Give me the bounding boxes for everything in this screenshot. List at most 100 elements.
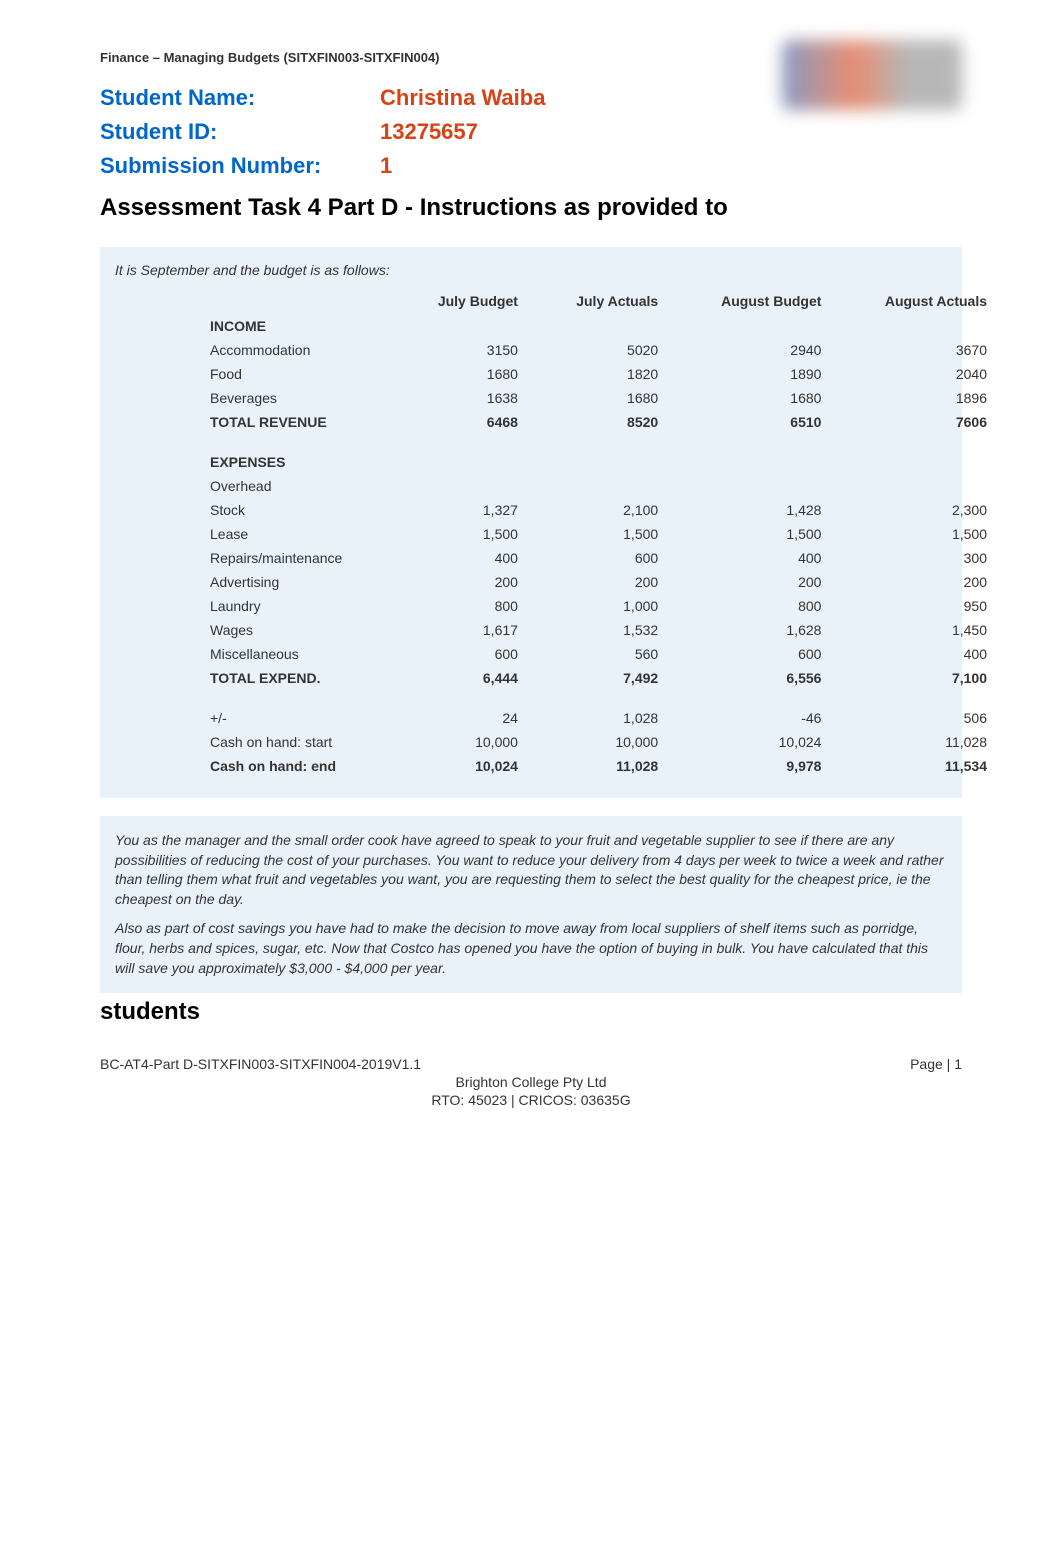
row-label	[195, 690, 395, 706]
row-value	[836, 450, 1002, 474]
table-row: +/-241,028-46506	[195, 706, 1002, 730]
row-value	[395, 450, 533, 474]
footer-doc-id: BC-AT4-Part D-SITXFIN003-SITXFIN004-2019…	[100, 1056, 421, 1072]
row-value: 800	[673, 594, 836, 618]
row-label: Food	[195, 362, 395, 386]
row-value	[533, 450, 673, 474]
row-value: 10,000	[533, 730, 673, 754]
row-value: 10,024	[673, 730, 836, 754]
table-header-row: July Budget July Actuals August Budget A…	[195, 288, 1002, 314]
row-value	[533, 314, 673, 338]
row-value: 1,327	[395, 498, 533, 522]
row-label: Repairs/maintenance	[195, 546, 395, 570]
row-value: 400	[836, 642, 1002, 666]
row-label: Beverages	[195, 386, 395, 410]
students-heading: students	[100, 998, 962, 1026]
submission-number-label: Submission Number:	[100, 153, 380, 179]
table-row: TOTAL REVENUE6468852065107606	[195, 410, 1002, 434]
row-value: 1820	[533, 362, 673, 386]
row-value: 2940	[673, 338, 836, 362]
row-value: 3670	[836, 338, 1002, 362]
row-value: 7,100	[836, 666, 1002, 690]
row-value: 1,428	[673, 498, 836, 522]
table-row: TOTAL EXPEND.6,4447,4926,5567,100	[195, 666, 1002, 690]
row-value	[395, 474, 533, 498]
row-value	[395, 690, 533, 706]
row-value: 200	[395, 570, 533, 594]
row-value	[533, 474, 673, 498]
row-value: 600	[395, 642, 533, 666]
row-value	[673, 690, 836, 706]
footer-company: Brighton College Pty Ltd	[100, 1074, 962, 1090]
table-row: Miscellaneous600560600400	[195, 642, 1002, 666]
row-value: 200	[836, 570, 1002, 594]
table-row: INCOME	[195, 314, 1002, 338]
row-value: 1,617	[395, 618, 533, 642]
submission-number-value: 1	[380, 153, 392, 179]
row-label: Advertising	[195, 570, 395, 594]
table-row: Lease1,5001,5001,5001,500	[195, 522, 1002, 546]
row-value: 9,978	[673, 754, 836, 778]
row-value: 7606	[836, 410, 1002, 434]
row-value: 200	[673, 570, 836, 594]
table-row: Cash on hand: start10,00010,00010,02411,…	[195, 730, 1002, 754]
budget-table: July Budget July Actuals August Budget A…	[195, 288, 1002, 778]
row-value: 6,444	[395, 666, 533, 690]
row-value: 6,556	[673, 666, 836, 690]
row-value: 1,450	[836, 618, 1002, 642]
table-row: Overhead	[195, 474, 1002, 498]
row-label: Wages	[195, 618, 395, 642]
row-value: 2,100	[533, 498, 673, 522]
col-header-july-budget: July Budget	[395, 288, 533, 314]
row-value: 8520	[533, 410, 673, 434]
row-value	[836, 434, 1002, 450]
table-row: Beverages1638168016801896	[195, 386, 1002, 410]
row-value: 300	[836, 546, 1002, 570]
row-value: 11,028	[533, 754, 673, 778]
row-value: 1,500	[533, 522, 673, 546]
row-value: 1890	[673, 362, 836, 386]
row-value: 7,492	[533, 666, 673, 690]
row-value: 24	[395, 706, 533, 730]
row-value: 2,300	[836, 498, 1002, 522]
row-value: 1,000	[533, 594, 673, 618]
row-value: 1,500	[836, 522, 1002, 546]
row-value: 2040	[836, 362, 1002, 386]
row-label: TOTAL EXPEND.	[195, 666, 395, 690]
table-row: Stock1,3272,1001,4282,300	[195, 498, 1002, 522]
logo-image	[782, 40, 962, 110]
table-row: Food1680182018902040	[195, 362, 1002, 386]
row-value: 1,500	[673, 522, 836, 546]
row-value: 3150	[395, 338, 533, 362]
narrative-paragraph-1: You as the manager and the small order c…	[115, 831, 947, 909]
row-value	[836, 690, 1002, 706]
student-name-value: Christina Waiba	[380, 85, 545, 111]
row-label	[195, 434, 395, 450]
row-value: 1,028	[533, 706, 673, 730]
submission-number-row: Submission Number: 1	[100, 153, 962, 179]
footer-row-1: BC-AT4-Part D-SITXFIN003-SITXFIN004-2019…	[100, 1056, 962, 1072]
table-row: Wages1,6171,5321,6281,450	[195, 618, 1002, 642]
budget-intro: It is September and the budget is as fol…	[115, 262, 922, 278]
row-label: EXPENSES	[195, 450, 395, 474]
row-label: Overhead	[195, 474, 395, 498]
row-value: 1680	[673, 386, 836, 410]
footer: BC-AT4-Part D-SITXFIN003-SITXFIN004-2019…	[100, 1056, 962, 1108]
student-id-label: Student ID:	[100, 119, 380, 145]
row-value: 560	[533, 642, 673, 666]
row-value	[533, 434, 673, 450]
student-name-label: Student Name:	[100, 85, 380, 111]
table-row: Cash on hand: end10,02411,0289,97811,534	[195, 754, 1002, 778]
row-value: 1680	[395, 362, 533, 386]
table-row: EXPENSES	[195, 450, 1002, 474]
row-value: 6510	[673, 410, 836, 434]
row-label: Accommodation	[195, 338, 395, 362]
row-value: 200	[533, 570, 673, 594]
row-value	[673, 434, 836, 450]
col-header-august-budget: August Budget	[673, 288, 836, 314]
col-header-july-actuals: July Actuals	[533, 288, 673, 314]
row-value: 400	[673, 546, 836, 570]
row-label: INCOME	[195, 314, 395, 338]
row-value: 11,028	[836, 730, 1002, 754]
row-label: Cash on hand: start	[195, 730, 395, 754]
